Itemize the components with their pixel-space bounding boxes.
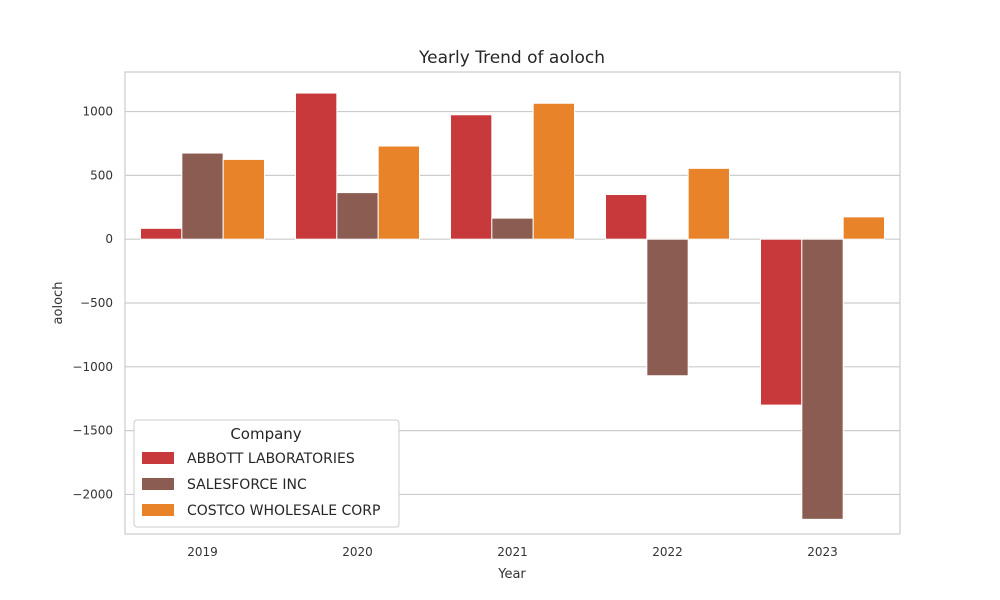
- legend: Company ABBOTT LABORATORIES SALESFORCE IN…: [133, 419, 400, 528]
- y-axis-label: aoloch: [51, 282, 66, 325]
- legend-box: [133, 419, 400, 528]
- bar-costco-wholesale-corp-2019: [222, 158, 266, 240]
- x-tick-label: 2019: [187, 545, 218, 559]
- legend-swatch: [142, 452, 174, 464]
- legend-title: Company: [230, 425, 301, 443]
- bar-salesforce-inc-2023: [801, 238, 844, 520]
- bar-abbott-laboratories-2021: [450, 114, 493, 240]
- bar-salesforce-inc-2020: [336, 192, 379, 240]
- y-tick-label: 500: [90, 168, 113, 182]
- chart-title: Yearly Trend of aoloch: [418, 48, 605, 68]
- legend-swatch: [142, 504, 174, 516]
- x-tick-labels: 2019 2020 2021 2022 2023: [187, 545, 838, 559]
- bar-abbott-laboratories-2019: [140, 227, 183, 240]
- x-tick-label: 2021: [497, 545, 528, 559]
- x-tick-label: 2020: [342, 545, 373, 559]
- y-tick-label: −2000: [72, 487, 113, 501]
- legend-entry-label: COSTCO WHOLESALE CORP: [187, 503, 380, 519]
- bar-costco-wholesale-corp-2022: [687, 167, 731, 240]
- bar-costco-wholesale-corp-2023: [842, 216, 886, 240]
- bar-costco-wholesale-corp-2021: [532, 102, 576, 240]
- legend-entry-label: ABBOTT LABORATORIES: [187, 451, 355, 467]
- y-tick-label: −1000: [72, 360, 113, 374]
- y-tick-labels: 1000 500 0 −500 −1000 −1500 −2000: [72, 105, 113, 502]
- bar-salesforce-inc-2021: [491, 217, 534, 240]
- legend-swatch: [142, 478, 174, 490]
- x-tick-label: 2023: [807, 545, 838, 559]
- bar-abbott-laboratories-2023: [760, 238, 803, 406]
- bar-abbott-laboratories-2020: [295, 92, 338, 240]
- y-tick-label: −1500: [72, 424, 113, 438]
- x-axis-label: Year: [497, 567, 526, 582]
- bars: [140, 92, 886, 520]
- y-tick-label: 1000: [82, 105, 113, 119]
- x-tick-label: 2022: [652, 545, 683, 559]
- bar-salesforce-inc-2019: [181, 152, 224, 240]
- bar-salesforce-inc-2022: [646, 238, 689, 377]
- y-tick-label: −500: [80, 296, 113, 310]
- y-tick-label: 0: [105, 232, 113, 246]
- legend-entry-label: SALESFORCE INC: [187, 477, 307, 493]
- bar-abbott-laboratories-2022: [605, 194, 648, 240]
- bar-costco-wholesale-corp-2020: [377, 145, 420, 240]
